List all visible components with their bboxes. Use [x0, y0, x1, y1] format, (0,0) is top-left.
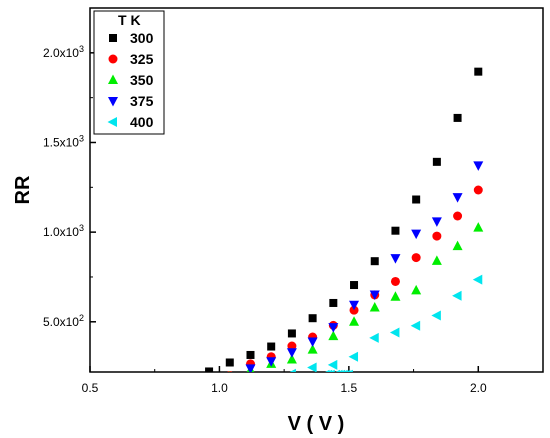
legend-marker	[108, 54, 118, 64]
y-axis-title: RR	[12, 175, 34, 204]
data-point	[389, 327, 400, 338]
data-point	[431, 255, 442, 265]
data-point	[225, 358, 234, 367]
legend-label: 325	[130, 51, 154, 67]
data-point	[307, 344, 318, 354]
data-point	[431, 217, 442, 227]
legend-label: 400	[130, 114, 154, 130]
data-point	[307, 337, 318, 348]
data-point	[340, 369, 346, 372]
legend-label: 300	[130, 30, 154, 46]
data-point	[452, 193, 463, 203]
data-point	[245, 364, 256, 372]
legend-label: 375	[130, 93, 154, 109]
data-point	[329, 298, 338, 307]
data-point	[325, 369, 330, 372]
x-tick-label: 1.5	[341, 381, 358, 395]
data-point	[286, 353, 297, 364]
data-point	[473, 185, 483, 195]
legend: T K 300 325 350 375 400	[93, 10, 165, 135]
data-point	[370, 257, 379, 266]
data-point	[432, 157, 441, 166]
data-point	[330, 369, 335, 372]
y-axis-ticks: 5.0x102 1.0x103 1.5x103 2.0x103	[43, 44, 96, 329]
data-point	[390, 254, 401, 264]
data-point	[327, 369, 333, 372]
data-point	[369, 290, 380, 301]
data-point	[472, 274, 483, 285]
data-point	[432, 231, 442, 241]
data-point	[453, 211, 463, 221]
data-point	[343, 369, 348, 372]
data-point	[328, 330, 339, 341]
data-point	[348, 369, 353, 372]
data-point	[287, 341, 297, 351]
data-point	[289, 368, 296, 372]
data-point	[452, 290, 462, 301]
data-point	[369, 301, 380, 312]
y-tick-label: 5.0x102	[43, 313, 84, 329]
data-point	[390, 291, 401, 301]
legend-box	[93, 10, 165, 135]
data-point	[349, 316, 360, 326]
data-point	[350, 281, 359, 290]
data-point	[335, 369, 340, 372]
data-point	[410, 320, 421, 331]
data-point	[348, 351, 359, 362]
data-point	[452, 240, 463, 251]
series-375	[245, 161, 484, 372]
legend-label: 350	[130, 72, 154, 88]
legend-marker	[109, 34, 117, 42]
series-400	[266, 274, 483, 383]
series-300	[205, 67, 483, 372]
legend-marker	[107, 117, 117, 127]
legend-marker	[108, 74, 118, 84]
legend-title: T K	[118, 12, 141, 28]
data-point	[411, 253, 421, 263]
data-point	[349, 300, 360, 311]
data-point	[267, 342, 276, 351]
data-point	[473, 161, 484, 171]
data-point	[474, 67, 483, 76]
data-point	[345, 369, 351, 372]
data-point	[390, 276, 400, 286]
data-point	[229, 370, 231, 372]
data-point	[286, 348, 297, 358]
data-point	[266, 373, 276, 383]
data-point	[327, 359, 338, 370]
data-point	[205, 367, 214, 372]
data-point	[338, 369, 343, 372]
data-point	[412, 195, 421, 204]
data-point	[308, 314, 317, 323]
data-point	[411, 284, 422, 295]
data-point	[328, 323, 339, 333]
x-axis-title: V ( V )	[288, 413, 345, 435]
data-point	[431, 310, 441, 321]
y-tick-label: 2.0x103	[43, 44, 84, 60]
x-tick-label: 0.5	[82, 381, 99, 395]
y-tick-label: 1.0x103	[43, 223, 84, 239]
data-point	[453, 113, 462, 122]
data-point	[473, 222, 484, 232]
series-325	[227, 185, 483, 372]
data-point	[369, 332, 379, 343]
data-point	[287, 329, 296, 338]
y-tick-label: 1.5x103	[43, 133, 84, 149]
data-point	[307, 362, 317, 372]
data-point	[391, 226, 400, 235]
x-axis-ticks: 0.5 1.0 1.5 2.0	[82, 366, 487, 395]
x-tick-label: 1.0	[211, 381, 228, 395]
data-point	[411, 229, 422, 240]
legend-marker	[108, 97, 118, 107]
data-point	[266, 357, 277, 367]
x-tick-label: 2.0	[470, 381, 487, 395]
data-point	[246, 350, 255, 359]
data-points	[205, 67, 484, 383]
